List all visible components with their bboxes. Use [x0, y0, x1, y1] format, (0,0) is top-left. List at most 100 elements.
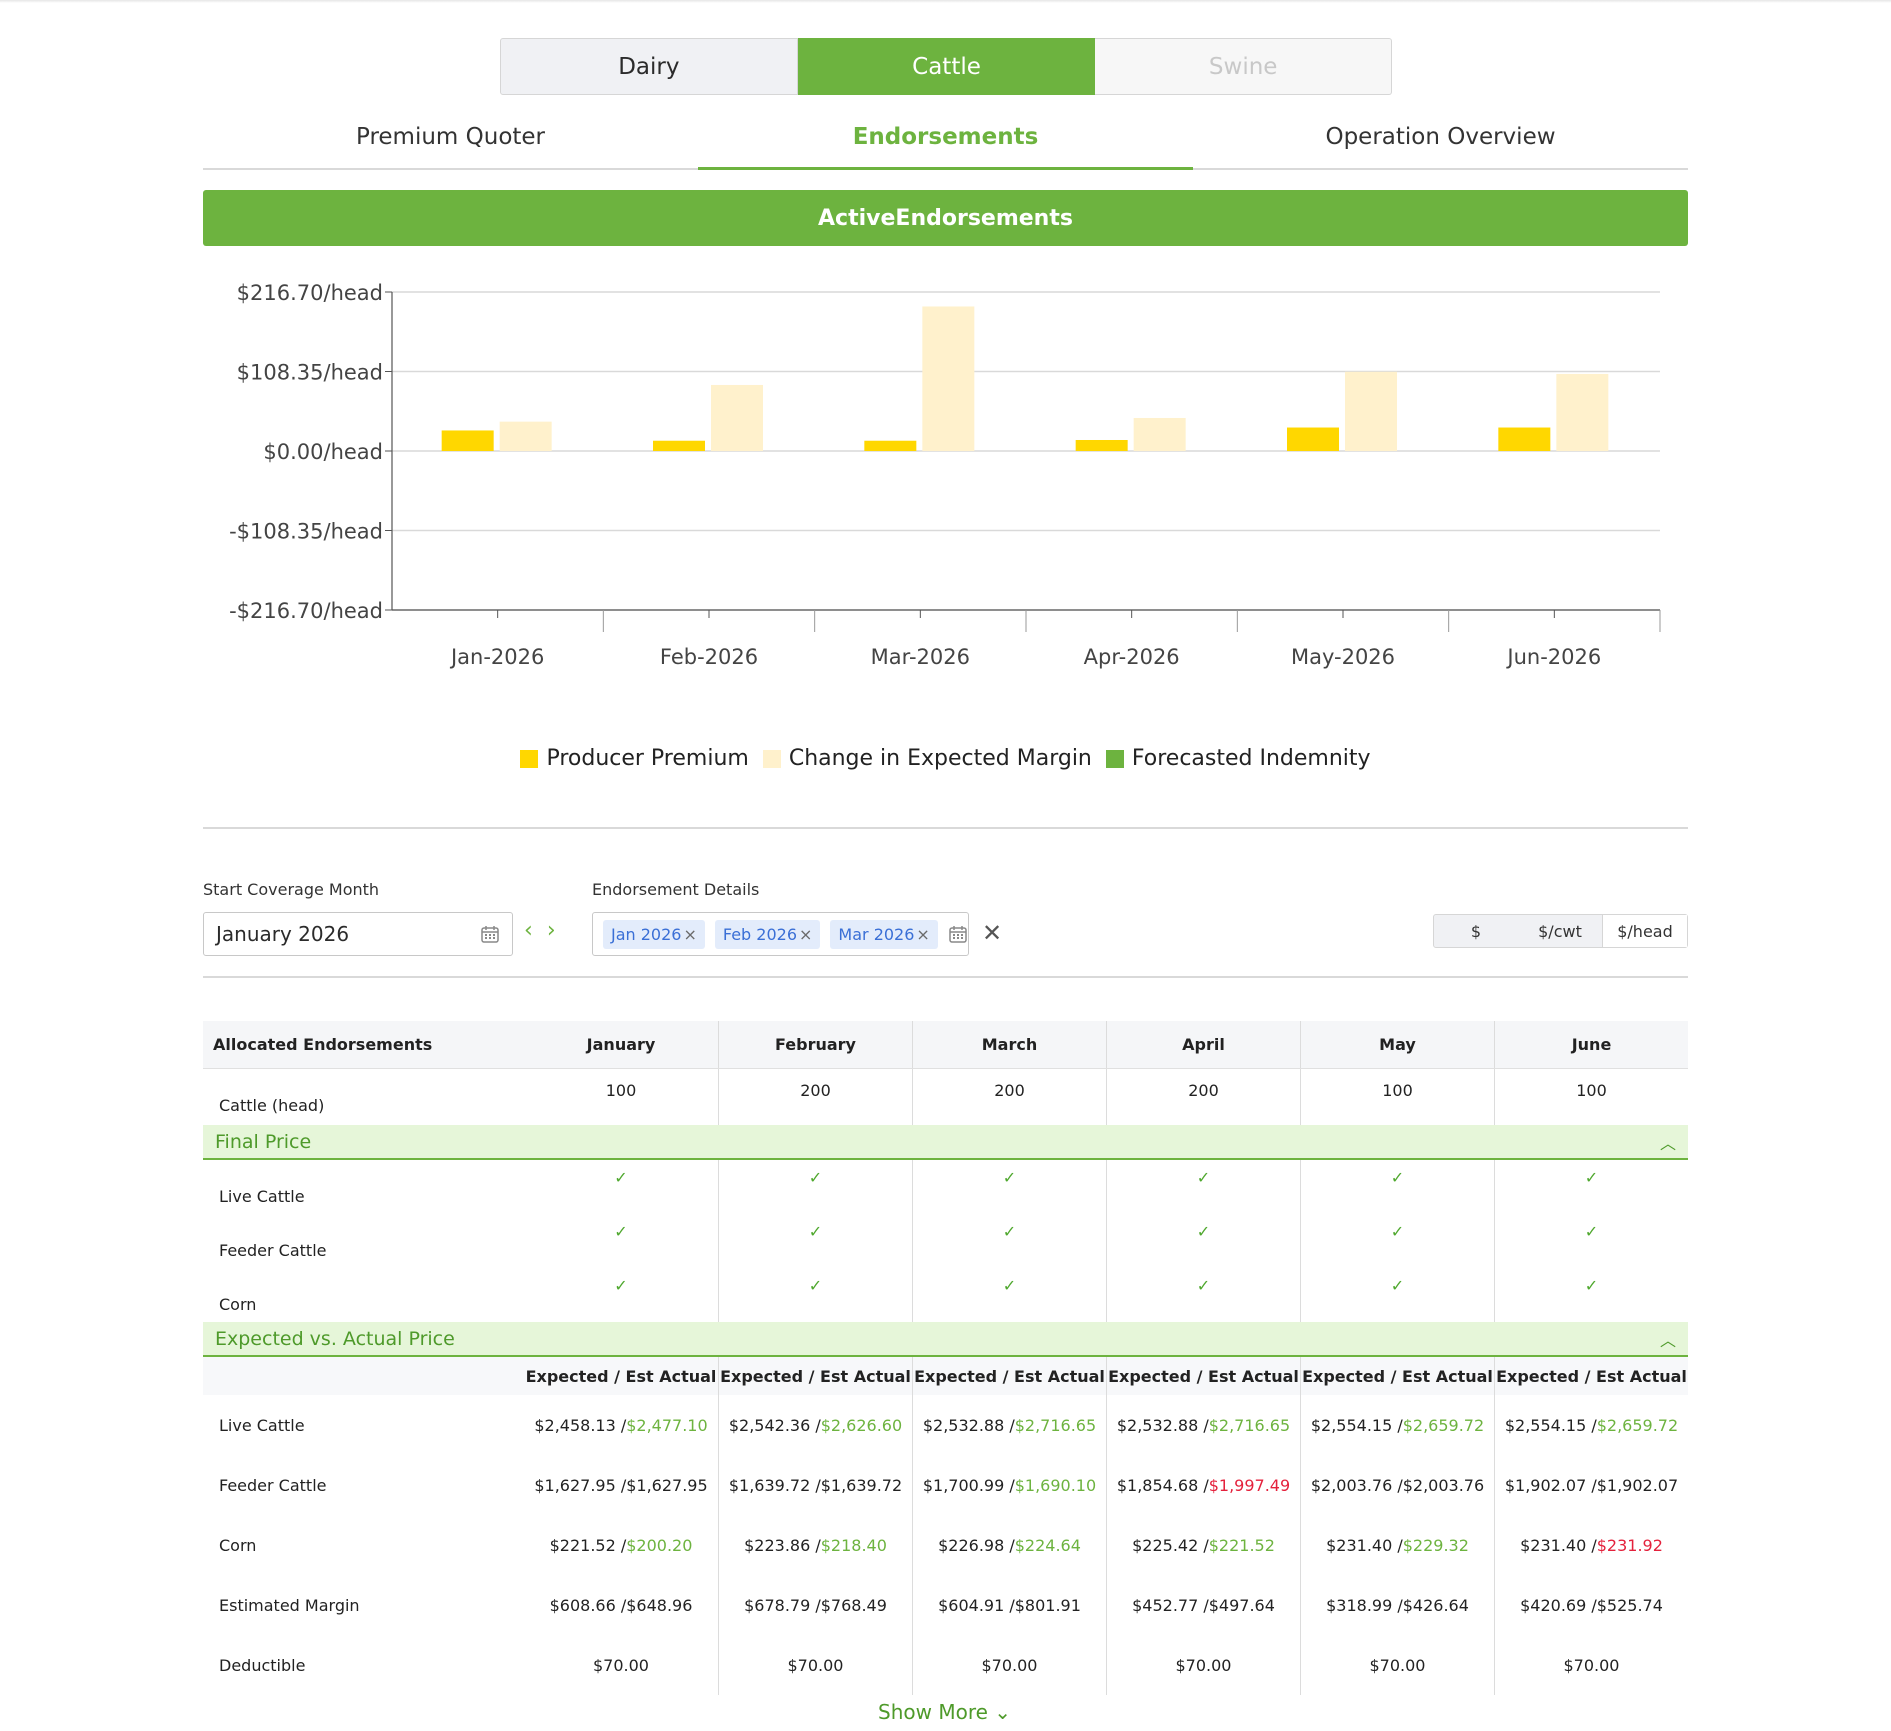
price-cell: $231.40 /$231.92 [1494, 1515, 1688, 1575]
row-label: Corn [219, 1295, 257, 1314]
actual-value: $1,997.49 [1208, 1475, 1291, 1495]
show-more-label: Show More [878, 1700, 988, 1724]
bar-change-expected-margin [711, 384, 763, 451]
price-cell: $420.69 /$525.74 [1494, 1575, 1688, 1635]
chip-remove-icon[interactable]: × [916, 924, 930, 944]
chip-feb-2026[interactable]: Feb 2026 × [714, 919, 821, 949]
species-dairy-button[interactable]: Dairy [500, 38, 798, 95]
actual-value: $1,902.07 [1596, 1475, 1679, 1495]
start-coverage-input[interactable]: January 2026 [203, 912, 513, 956]
check-icon: ✓ [1300, 1268, 1494, 1322]
expected-value: $2,003.76 / [1310, 1475, 1403, 1495]
legend-swatch [1105, 749, 1124, 768]
bar-producer-premium [864, 440, 917, 451]
price-cell: $70.00 [912, 1635, 1106, 1695]
endorsement-details-input[interactable]: Jan 2026 × Feb 2026 × Mar 2026 × [592, 912, 969, 956]
cell-value: 200 [1106, 1069, 1300, 1125]
chevron-right-icon[interactable]: › [546, 918, 556, 943]
price-cell: $1,902.07 /$1,902.07 [1494, 1455, 1688, 1515]
actual-value: $229.32 [1402, 1535, 1469, 1555]
row-label: Estimated Margin [219, 1595, 360, 1615]
check-icon: ✓ [912, 1214, 1106, 1268]
x-tick-label: Mar-2026 [871, 645, 970, 669]
table-row: Corn $221.52 /$200.20 $223.86 /$218.40 $226… [203, 1515, 1688, 1575]
bar-change-expected-margin [1133, 417, 1186, 451]
chip-label: Mar 2026 [838, 924, 915, 944]
check-mark: ✓ [1002, 1276, 1017, 1295]
check-icon: ✓ [524, 1268, 718, 1322]
tab-premium-quoter[interactable]: Premium Quoter [355, 124, 546, 150]
check-icon: ✓ [524, 1214, 718, 1268]
sub-header-label: Expected / Est Actual [1106, 1357, 1300, 1395]
table-row: Feeder Cattle $1,627.95 /$1,627.95 $1,639.… [203, 1455, 1688, 1515]
unit-dollar-button[interactable]: $ [1470, 921, 1482, 941]
start-coverage-value: January 2026 [216, 922, 350, 946]
expected-value: $221.52 / [549, 1535, 627, 1555]
expected-value: $2,542.36 / [728, 1415, 821, 1435]
chip-remove-icon[interactable]: × [683, 924, 697, 944]
actual-value: $2,659.72 [1402, 1415, 1485, 1435]
price-cell: $2,532.88 /$2,716.65 [912, 1395, 1106, 1455]
x-tick-label: May-2026 [1291, 645, 1395, 669]
tab-operation-overview[interactable]: Operation Overview [1325, 124, 1556, 150]
tab-endorsements[interactable]: Endorsements [698, 118, 1193, 170]
table-row: Cattle (head) 100 200 200 200 100 100 [203, 1069, 1688, 1125]
endorsement-details-label: Endorsement Details [592, 880, 760, 899]
chip-mar-2026[interactable]: Mar 2026 × [830, 919, 938, 949]
blank-cell [203, 1357, 524, 1395]
legend-swatch [762, 749, 781, 768]
x-tick-label: Feb-2026 [660, 645, 758, 669]
table-row: Live Cattle $2,458.13 /$2,477.10 $2,542.36… [203, 1395, 1688, 1455]
bar-producer-premium [1075, 439, 1128, 451]
legend-item[interactable]: Change in Expected Margin [762, 746, 1092, 771]
price-cell: $1,639.72 /$1,639.72 [718, 1455, 912, 1515]
calendar-icon[interactable] [480, 924, 500, 944]
expected-value: $1,854.68 / [1116, 1475, 1209, 1495]
check-mark: ✓ [1584, 1222, 1599, 1241]
price-cell: $1,700.99 /$1,690.10 [912, 1455, 1106, 1515]
endorsements-table: Allocated Endorsements January February Mar… [203, 1021, 1688, 1695]
bar-change-expected-margin [499, 421, 552, 451]
unit-head-button[interactable]: $/head [1602, 915, 1687, 947]
chevron-up-icon[interactable]: ︿ [1659, 1330, 1676, 1350]
check-icon: ✓ [1494, 1160, 1688, 1214]
active-endorsements-banner: ActiveEndorsements [203, 190, 1688, 246]
expected-value: $318.99 / [1326, 1595, 1403, 1615]
cell-value: 100 [1494, 1069, 1688, 1125]
price-cell: $604.91 /$801.91 [912, 1575, 1106, 1635]
check-mark: ✓ [1390, 1168, 1405, 1187]
check-mark: ✓ [614, 1168, 628, 1187]
calendar-icon[interactable] [948, 924, 968, 944]
species-swine-button[interactable]: Swine [1095, 38, 1393, 95]
bar-producer-premium [1498, 427, 1551, 451]
chip-remove-icon[interactable]: × [799, 924, 813, 944]
x-tick-label: Jan-2026 [449, 645, 544, 669]
chip-label: Feb 2026 [722, 924, 798, 944]
actual-value: $200.20 [626, 1535, 693, 1555]
legend-item[interactable]: Producer Premium [520, 746, 749, 771]
price-cell: $1,627.95 /$1,627.95 [524, 1455, 718, 1515]
expected-value: $608.66 / [549, 1595, 627, 1615]
chip-jan-2026[interactable]: Jan 2026 × [603, 919, 705, 949]
expected-value: $678.79 / [744, 1595, 821, 1615]
show-more-button[interactable]: Show More ⌄ [878, 1700, 1011, 1724]
unit-cwt-button[interactable]: $/cwt [1538, 921, 1582, 941]
price-cell: $70.00 [1300, 1635, 1494, 1695]
check-icon: ✓ [912, 1160, 1106, 1214]
clear-selection-icon[interactable]: ✕ [982, 919, 1003, 947]
group-header-final-price[interactable]: Final Price ︿ [203, 1125, 1688, 1160]
expected-value: $1,700.99 / [922, 1475, 1015, 1495]
price-cell: $452.77 /$497.64 [1106, 1575, 1300, 1635]
y-tick-label: -$108.35/head [229, 520, 383, 544]
expected-value: $70.00 [981, 1655, 1038, 1675]
check-mark: ✓ [1196, 1222, 1211, 1241]
species-cattle-button[interactable]: Cattle [797, 38, 1096, 95]
chevron-left-icon[interactable]: ‹ [524, 918, 533, 943]
column-header: June [1494, 1021, 1688, 1068]
legend-item[interactable]: Forecasted Indemnity [1105, 746, 1371, 771]
chevron-up-icon[interactable]: ︿ [1659, 1133, 1676, 1153]
expected-value: $70.00 [1175, 1655, 1232, 1675]
check-icon: ✓ [1494, 1214, 1688, 1268]
bar-producer-premium [1287, 427, 1339, 451]
group-header-expected-actual[interactable]: Expected vs. Actual Price ︿ [203, 1322, 1688, 1357]
